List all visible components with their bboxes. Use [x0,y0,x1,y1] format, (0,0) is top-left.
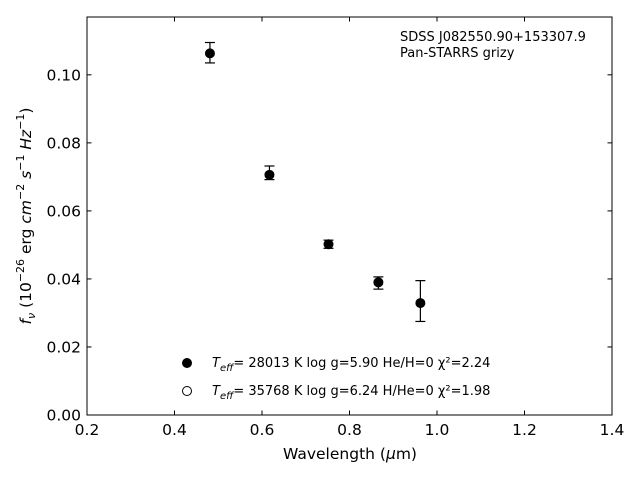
legend-marker-open [182,386,192,396]
x-tick-label: 1.4 [600,421,625,439]
model-point [204,48,215,59]
annotation-line-1: SDSS J082550.90+153307.9 [400,30,586,45]
axis-ticks: 0.2 0.4 0.6 0.8 1.0 1.2 1.4 0.00 0.02 0.04 0.06 0.0… [46,17,624,439]
legend: Teff= 28013 K log g=5.90 He/H=0 χ²=2.24 … [182,356,490,402]
x-tick-label: 0.4 [162,421,187,439]
x-tick-label: 0.6 [250,421,275,439]
annotation-line-2: Pan-STARRS grizy [400,46,515,61]
y-tick-label: 0.04 [46,270,81,288]
y-tick-label: 0.08 [46,134,81,152]
legend-entry-1: Teff= 28013 K log g=5.90 He/H=0 χ²=2.24 [212,356,490,374]
x-tick-label: 1.0 [425,421,450,439]
model-point [373,277,384,288]
chart-marks [204,41,426,323]
x-tick-label: 1.2 [512,421,537,439]
x-tick-label: 0.2 [75,421,100,439]
model-point [264,169,275,180]
model-point [323,239,334,250]
model-point [415,298,426,309]
y-tick-label: 0.06 [46,202,81,220]
y-tick-label: 0.02 [46,338,81,356]
legend-entry-2: Teff= 35768 K log g=6.24 H/He=0 χ²=1.98 [212,384,490,402]
y-axis-title: fν (10−26 erg cm−2 s−1 Hz−1) [14,108,38,325]
x-axis-title: Wavelength (μm) [283,445,417,463]
y-tick-label: 0.00 [46,407,81,425]
legend-marker-filled [182,358,192,368]
y-tick-label: 0.10 [46,66,81,84]
x-tick-label: 0.8 [337,421,362,439]
